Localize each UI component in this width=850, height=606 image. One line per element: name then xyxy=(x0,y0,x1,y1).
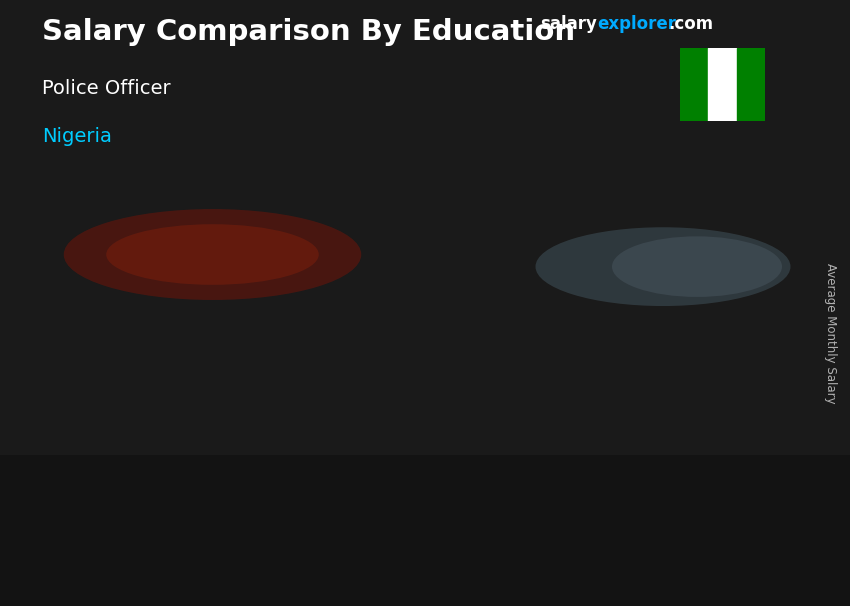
FancyArrowPatch shape xyxy=(41,0,403,510)
Bar xyxy=(0,454,850,606)
Text: Average Monthly Salary: Average Monthly Salary xyxy=(824,263,837,404)
Text: +68%: +68% xyxy=(466,251,583,285)
Bar xyxy=(708,48,737,121)
Text: 184,000 NGN: 184,000 NGN xyxy=(401,349,503,364)
Text: 117,000 NGN: 117,000 NGN xyxy=(167,405,269,420)
Text: 308,000 NGN: 308,000 NGN xyxy=(634,242,736,256)
Bar xyxy=(364,374,462,378)
Ellipse shape xyxy=(64,209,361,300)
Text: +57%: +57% xyxy=(235,346,333,375)
Text: .com: .com xyxy=(668,15,713,33)
Text: salary: salary xyxy=(540,15,597,33)
Ellipse shape xyxy=(612,236,782,297)
Text: explorer: explorer xyxy=(598,15,677,33)
Bar xyxy=(130,432,229,435)
Text: Police Officer: Police Officer xyxy=(42,79,171,98)
Text: Salary Comparison By Education: Salary Comparison By Education xyxy=(42,18,575,46)
Ellipse shape xyxy=(536,227,790,306)
Bar xyxy=(130,432,229,533)
FancyArrowPatch shape xyxy=(307,0,636,469)
Bar xyxy=(691,267,699,533)
Bar xyxy=(224,432,232,533)
Ellipse shape xyxy=(106,224,319,285)
Bar xyxy=(457,374,466,533)
Text: Nigeria: Nigeria xyxy=(42,127,112,146)
Bar xyxy=(364,374,462,533)
Bar xyxy=(737,48,765,121)
Bar xyxy=(680,48,708,121)
Bar xyxy=(597,267,694,273)
Bar xyxy=(597,267,694,533)
